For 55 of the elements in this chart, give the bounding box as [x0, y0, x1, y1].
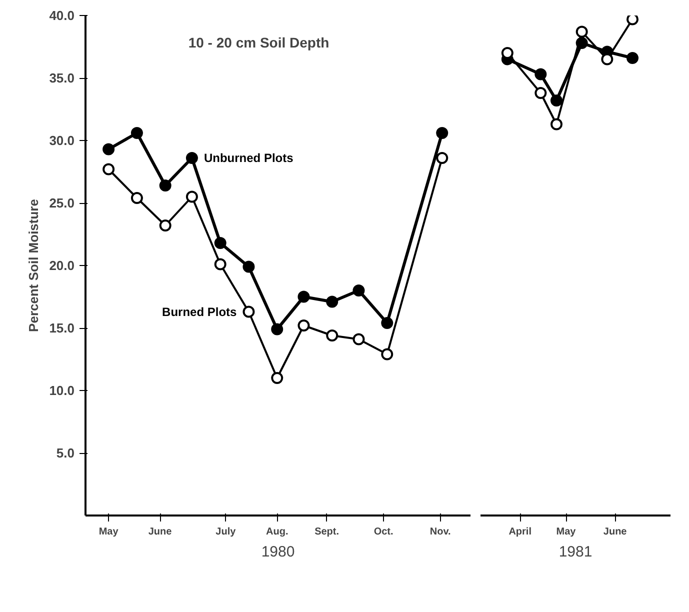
point — [534, 68, 547, 80]
x-tick-label: Sept. — [314, 526, 340, 538]
point — [550, 118, 562, 130]
point — [214, 258, 226, 270]
point — [626, 16, 638, 26]
x-axis-title: 1981 — [558, 544, 592, 560]
point — [352, 333, 365, 346]
x-tick-label: June — [603, 526, 628, 538]
y-tick-label: 10.0 — [49, 383, 75, 398]
point — [626, 52, 638, 64]
point — [159, 220, 172, 232]
point — [352, 284, 365, 296]
text: 10 - 20 cm Soil Depth — [188, 34, 330, 50]
y-tick-label: 25.0 — [49, 196, 75, 210]
point — [130, 127, 143, 139]
point — [186, 152, 198, 164]
point — [130, 192, 143, 204]
point — [242, 260, 255, 273]
point — [436, 152, 448, 164]
x-tick-label: June — [148, 526, 172, 538]
point — [102, 163, 115, 176]
y-tick-label: 20.0 — [49, 258, 75, 273]
point — [242, 306, 255, 318]
point — [381, 317, 394, 329]
point — [271, 372, 284, 384]
point — [576, 26, 588, 38]
y-tick-label: 15.0 — [49, 320, 75, 336]
point — [214, 237, 226, 249]
x-tick-label: April — [508, 526, 532, 538]
y-tick-label: 35.0 — [49, 70, 75, 86]
point — [186, 190, 198, 203]
series-label: Burned Plots — [162, 304, 238, 319]
x-tick-label: Oct. — [374, 526, 394, 538]
point — [381, 348, 394, 360]
point — [326, 330, 338, 342]
x-tick-label: Aug. — [266, 526, 288, 538]
y-tick-label: 30.0 — [49, 133, 75, 148]
point — [298, 290, 310, 303]
point — [436, 127, 448, 139]
point — [534, 87, 547, 99]
point — [271, 323, 284, 336]
point — [102, 143, 115, 156]
y-axis-title: Percent Soil Moisture — [26, 199, 42, 332]
point — [550, 94, 562, 106]
x-tick-label: May — [98, 526, 119, 538]
point — [326, 296, 338, 308]
series-label: Unburned Plots — [204, 151, 294, 165]
x-axis-title: 1980 — [261, 544, 295, 560]
point — [159, 180, 172, 192]
x-tick-label: Nov. — [430, 526, 452, 538]
x-tick-label: July — [216, 526, 236, 538]
y-tick-label: 5.0 — [56, 446, 75, 460]
x-tick-label: May — [556, 526, 576, 538]
point — [298, 320, 310, 332]
y-tick-label: 40.0 — [49, 8, 75, 23]
